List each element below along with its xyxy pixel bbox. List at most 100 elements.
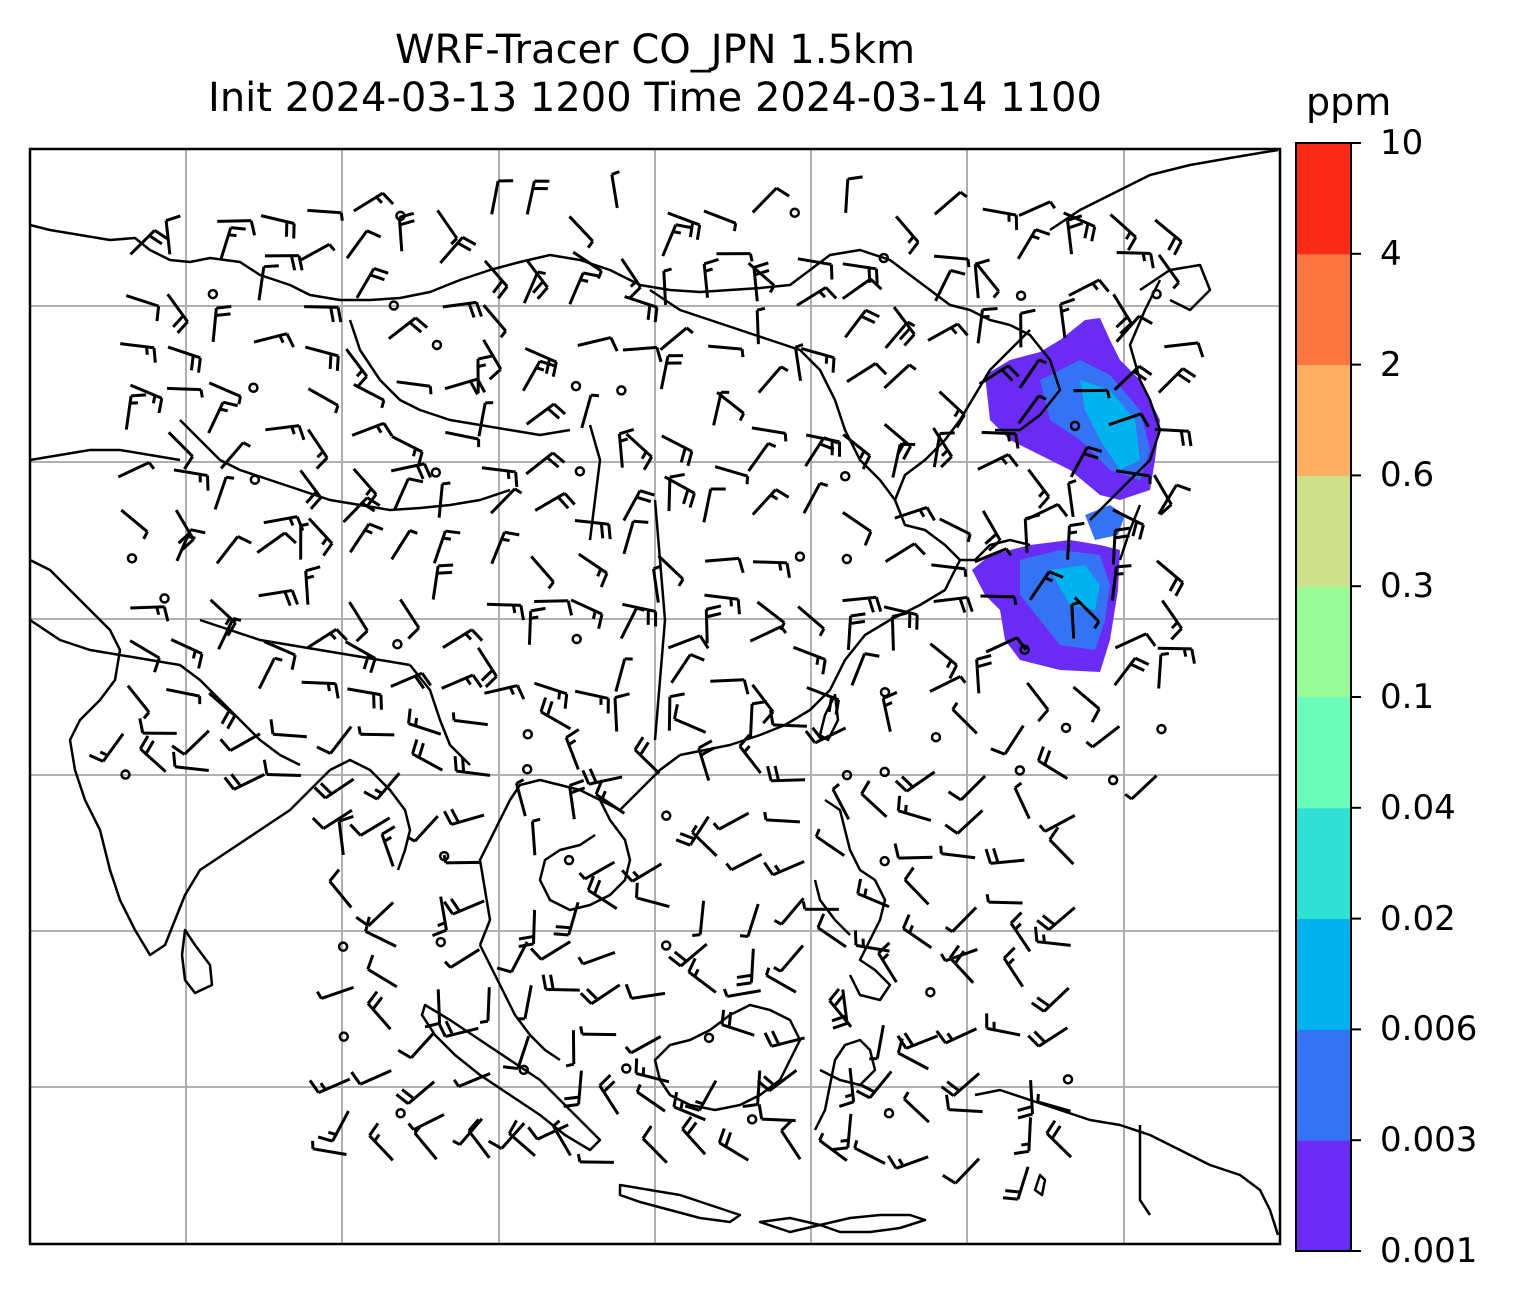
wind-barb	[522, 270, 546, 304]
coastline-segment	[995, 323, 1062, 432]
wind-barb	[1157, 483, 1192, 515]
wind-barb	[702, 257, 719, 298]
wind-barb	[308, 1077, 351, 1095]
wind-barb	[413, 1125, 438, 1161]
wind-barb	[299, 522, 309, 560]
calm-wind-circle	[789, 207, 800, 218]
wind-barb	[846, 612, 866, 651]
wind-barb	[298, 243, 336, 262]
wind-barb	[661, 223, 691, 257]
wind-barb	[948, 944, 975, 984]
wind-barb	[668, 942, 708, 968]
wind-barb	[1017, 1080, 1035, 1120]
wind-barb	[219, 226, 246, 261]
colorbar-tick-label: 0.02	[1380, 898, 1456, 939]
wind-barb	[125, 294, 161, 322]
wind-barb	[933, 190, 968, 216]
wind-barb	[579, 1026, 617, 1037]
wind-barb	[525, 402, 567, 426]
wind-barb	[975, 653, 992, 694]
wind-barb	[804, 726, 847, 745]
calm-wind-circle	[435, 936, 447, 948]
wind-barb	[568, 779, 586, 820]
wind-barb	[565, 1030, 576, 1068]
wind-barb	[530, 817, 541, 856]
wind-barb	[932, 431, 955, 468]
wind-barb	[431, 896, 448, 938]
wind-barb	[349, 816, 391, 837]
calm-wind-circle	[661, 810, 672, 821]
wind-barb	[980, 594, 1018, 606]
wind-barb	[1027, 1026, 1069, 1048]
wind-barb	[436, 209, 459, 246]
wind-barb	[675, 815, 710, 847]
colorbar	[1296, 142, 1361, 1252]
wind-barb	[598, 1073, 620, 1115]
wind-barb	[397, 1031, 436, 1060]
wind-barb	[364, 916, 397, 948]
wind-barb	[524, 347, 558, 377]
wind-barb	[712, 811, 750, 831]
colorbar-segment	[1296, 807, 1351, 920]
wind-barb	[751, 488, 790, 516]
wind-barb	[578, 860, 616, 881]
coastline-segment	[818, 1213, 927, 1234]
colorbar-segment	[1296, 1029, 1351, 1141]
wind-barb	[881, 690, 898, 733]
wind-barb	[306, 628, 348, 649]
wind-barb	[801, 901, 839, 911]
coastline-segment	[29, 448, 181, 462]
wind-barb	[534, 492, 576, 512]
wind-barb	[703, 209, 738, 232]
wind-barb	[139, 735, 167, 773]
wind-barb	[736, 948, 755, 987]
wind-barb	[166, 293, 189, 334]
wind-barb	[985, 636, 1028, 654]
wind-barb	[1063, 211, 1097, 242]
calm-wind-circle	[574, 466, 586, 477]
wind-barb	[768, 709, 807, 728]
wind-barb	[570, 598, 604, 630]
wind-barb	[816, 913, 847, 949]
wind-barb	[894, 770, 936, 793]
calm-wind-circle	[883, 1108, 895, 1119]
wind-barb	[443, 808, 485, 826]
wind-barb	[568, 271, 599, 305]
wind-barb	[262, 759, 301, 778]
wind-barb	[942, 1157, 981, 1185]
wind-barb	[1036, 1093, 1071, 1113]
wind-barb	[667, 472, 685, 512]
wind-barb	[451, 712, 488, 727]
coastline-segment	[649, 288, 896, 501]
wind-barb	[850, 652, 880, 686]
colorbar-segment	[1296, 475, 1351, 587]
colorbar-tick-label: 0.001	[1380, 1231, 1478, 1271]
coastline-segment	[29, 558, 331, 957]
calm-wind-circle	[430, 467, 442, 478]
wind-barb	[541, 974, 580, 992]
colorbar-tick-label: 0.04	[1380, 787, 1456, 828]
colorbar-border	[1295, 142, 1352, 1252]
wind-barb	[533, 681, 569, 709]
coastline-segment	[679, 559, 962, 757]
wind-barb	[579, 983, 621, 1006]
wind-barb	[844, 175, 863, 213]
wind-barb	[894, 215, 920, 255]
wind-barb	[299, 469, 323, 510]
wind-barb	[831, 782, 851, 821]
wind-barb	[657, 554, 685, 587]
wind-barb	[877, 941, 898, 983]
coastline-segment	[653, 1003, 802, 1112]
colorbar-tick-label: 10	[1380, 123, 1424, 163]
wind-barb	[399, 598, 421, 640]
wind-barb	[353, 383, 386, 409]
wind-barb	[407, 708, 442, 736]
wind-barb	[892, 306, 916, 347]
wind-barb	[800, 347, 836, 373]
calm-wind-circle	[703, 1032, 715, 1044]
wind-barb	[316, 725, 353, 755]
wind-barb	[529, 940, 572, 961]
wind-barb	[350, 1069, 392, 1086]
wind-barb	[1013, 781, 1031, 820]
